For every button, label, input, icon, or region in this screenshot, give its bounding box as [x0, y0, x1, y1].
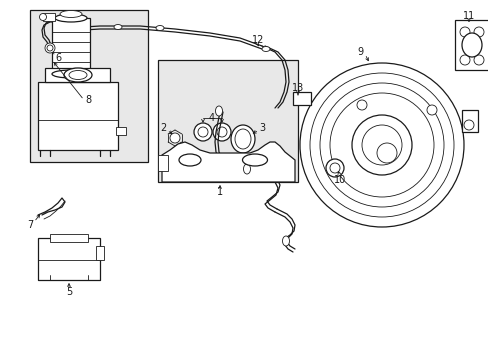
Text: 6: 6	[55, 53, 61, 63]
Ellipse shape	[114, 24, 122, 30]
Ellipse shape	[262, 46, 269, 51]
Circle shape	[45, 43, 55, 53]
Bar	[38, 238, 100, 280]
Circle shape	[459, 55, 469, 65]
Circle shape	[217, 127, 226, 137]
Ellipse shape	[230, 125, 254, 153]
Circle shape	[248, 154, 261, 166]
Circle shape	[329, 163, 339, 173]
Bar	[158, 60, 297, 182]
Bar	[96, 246, 104, 260]
Circle shape	[213, 123, 230, 141]
Text: 9: 9	[356, 47, 362, 57]
Ellipse shape	[282, 236, 289, 246]
Text: 2: 2	[160, 123, 166, 133]
Ellipse shape	[461, 33, 481, 57]
Ellipse shape	[242, 154, 267, 166]
Text: 13: 13	[291, 83, 304, 93]
Circle shape	[356, 100, 366, 110]
Bar	[30, 10, 148, 162]
Circle shape	[351, 115, 411, 175]
Bar	[158, 155, 168, 171]
Text: 11: 11	[462, 11, 474, 21]
Ellipse shape	[55, 14, 87, 22]
Bar	[461, 110, 477, 132]
Text: 4: 4	[208, 113, 215, 123]
Ellipse shape	[40, 13, 46, 21]
Bar	[43, 13, 55, 21]
Ellipse shape	[60, 10, 82, 18]
Circle shape	[198, 127, 207, 137]
Circle shape	[376, 143, 396, 163]
Bar	[52, 18, 90, 74]
Text: 12: 12	[251, 35, 264, 45]
Text: 7: 7	[27, 220, 33, 230]
Ellipse shape	[179, 154, 201, 166]
Ellipse shape	[243, 164, 250, 174]
Ellipse shape	[215, 106, 222, 116]
Circle shape	[473, 55, 483, 65]
Circle shape	[183, 154, 196, 166]
Text: 8: 8	[85, 95, 91, 105]
Circle shape	[426, 105, 436, 115]
Circle shape	[361, 125, 401, 165]
Circle shape	[459, 27, 469, 37]
Ellipse shape	[235, 129, 250, 149]
Circle shape	[170, 133, 180, 143]
Bar	[45, 68, 110, 82]
Ellipse shape	[64, 68, 92, 82]
Text: 5: 5	[66, 287, 72, 297]
Text: 10: 10	[333, 175, 346, 185]
Text: 3: 3	[259, 123, 264, 133]
Ellipse shape	[52, 70, 90, 78]
Ellipse shape	[156, 26, 163, 31]
Circle shape	[299, 63, 463, 227]
Polygon shape	[162, 142, 294, 182]
Circle shape	[47, 45, 53, 51]
Bar	[292, 92, 310, 105]
Circle shape	[473, 27, 483, 37]
Polygon shape	[454, 20, 488, 70]
Circle shape	[194, 123, 212, 141]
Bar	[116, 127, 126, 135]
Circle shape	[463, 120, 473, 130]
Text: 1: 1	[217, 187, 223, 197]
Ellipse shape	[69, 71, 87, 80]
Bar	[50, 234, 88, 242]
Circle shape	[325, 159, 343, 177]
Bar	[38, 82, 118, 150]
